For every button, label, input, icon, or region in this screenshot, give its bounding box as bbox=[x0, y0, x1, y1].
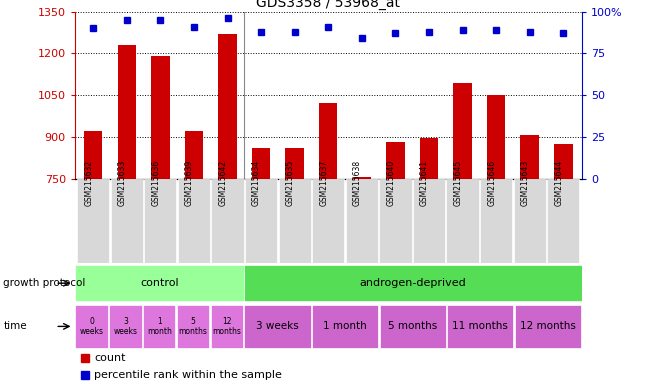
Bar bbox=[211, 179, 244, 263]
Text: GSM215639: GSM215639 bbox=[185, 160, 194, 206]
Bar bbox=[515, 305, 581, 348]
Bar bbox=[285, 148, 304, 179]
Text: GSM215632: GSM215632 bbox=[84, 160, 93, 206]
Text: time: time bbox=[3, 321, 27, 331]
Text: 12 months: 12 months bbox=[520, 321, 576, 331]
Text: growth protocol: growth protocol bbox=[3, 278, 86, 288]
Bar bbox=[143, 305, 176, 348]
Bar bbox=[352, 177, 371, 179]
Bar bbox=[75, 265, 244, 301]
Text: GSM215642: GSM215642 bbox=[218, 160, 227, 206]
Text: 1
month: 1 month bbox=[147, 317, 172, 336]
Text: 1 month: 1 month bbox=[323, 321, 367, 331]
Bar bbox=[279, 179, 311, 263]
Bar bbox=[177, 305, 209, 348]
Bar bbox=[447, 179, 478, 263]
Bar bbox=[75, 305, 108, 348]
Bar bbox=[218, 34, 237, 179]
Bar bbox=[118, 45, 136, 179]
Bar bbox=[380, 305, 446, 348]
Bar bbox=[521, 136, 539, 179]
Text: count: count bbox=[94, 353, 125, 363]
Text: GSM215635: GSM215635 bbox=[285, 160, 294, 206]
Bar bbox=[453, 83, 472, 179]
Bar bbox=[487, 95, 505, 179]
Text: GSM215646: GSM215646 bbox=[487, 160, 496, 206]
Bar bbox=[386, 142, 405, 179]
Text: GSM215636: GSM215636 bbox=[151, 160, 161, 206]
Bar bbox=[380, 179, 411, 263]
Text: 5 months: 5 months bbox=[388, 321, 437, 331]
Text: GSM215640: GSM215640 bbox=[386, 160, 395, 206]
Text: percentile rank within the sample: percentile rank within the sample bbox=[94, 370, 282, 381]
Bar bbox=[244, 265, 582, 301]
Bar bbox=[244, 305, 311, 348]
Bar bbox=[178, 179, 210, 263]
Bar bbox=[319, 103, 337, 179]
Text: 12
months: 12 months bbox=[213, 317, 241, 336]
Text: androgen-deprived: androgen-deprived bbox=[359, 278, 466, 288]
Text: GSM215633: GSM215633 bbox=[118, 160, 127, 206]
Bar bbox=[111, 179, 143, 263]
Text: 0
weeks: 0 weeks bbox=[80, 317, 103, 336]
Bar bbox=[109, 305, 142, 348]
Text: GSM215637: GSM215637 bbox=[319, 160, 328, 206]
Bar bbox=[211, 305, 243, 348]
Title: GDS3358 / 53968_at: GDS3358 / 53968_at bbox=[256, 0, 400, 10]
Text: 3 weeks: 3 weeks bbox=[256, 321, 299, 331]
Text: 5
months: 5 months bbox=[179, 317, 207, 336]
Bar bbox=[312, 305, 378, 348]
Text: GSM215645: GSM215645 bbox=[454, 160, 463, 206]
Text: GSM215638: GSM215638 bbox=[353, 160, 362, 206]
Bar bbox=[245, 179, 277, 263]
Bar bbox=[547, 179, 579, 263]
Text: control: control bbox=[140, 278, 179, 288]
Bar bbox=[554, 144, 573, 179]
Text: 11 months: 11 months bbox=[452, 321, 508, 331]
Bar bbox=[447, 305, 514, 348]
Bar bbox=[144, 179, 177, 263]
Bar bbox=[84, 131, 103, 179]
Bar bbox=[480, 179, 512, 263]
Text: 3
weeks: 3 weeks bbox=[114, 317, 137, 336]
Text: GSM215634: GSM215634 bbox=[252, 160, 261, 206]
Bar bbox=[346, 179, 378, 263]
Text: GSM215644: GSM215644 bbox=[554, 160, 564, 206]
Text: GSM215643: GSM215643 bbox=[521, 160, 530, 206]
Bar bbox=[514, 179, 546, 263]
Bar bbox=[420, 138, 438, 179]
Bar bbox=[312, 179, 344, 263]
Bar bbox=[77, 179, 109, 263]
Bar bbox=[185, 131, 203, 179]
Text: GSM215641: GSM215641 bbox=[420, 160, 429, 206]
Bar bbox=[151, 56, 170, 179]
Bar bbox=[413, 179, 445, 263]
Bar bbox=[252, 148, 270, 179]
